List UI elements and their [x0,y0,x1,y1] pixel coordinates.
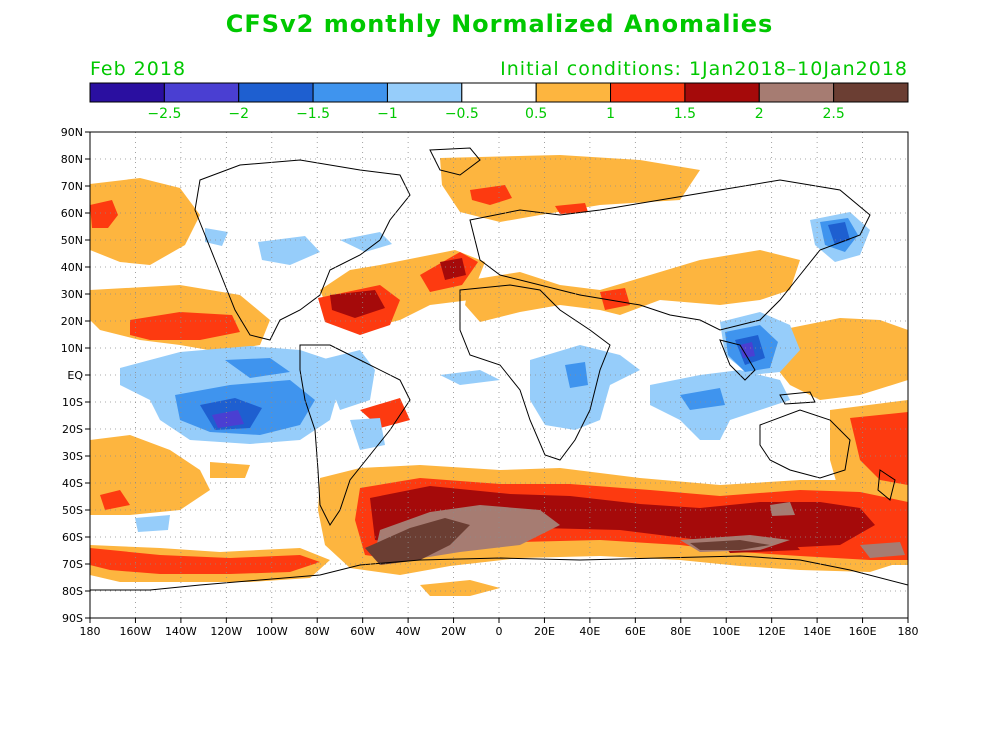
longitude-label: 20W [441,625,466,638]
latitude-label: 20S [62,423,83,436]
anomaly-fill [90,155,908,596]
latitude-label: 30N [61,288,83,301]
longitude-label: 40E [579,625,600,638]
longitude-label: 160E [849,625,877,638]
colorbar-swatch [163,82,240,103]
anomaly-band-neg-2 [212,342,755,428]
colorbar [89,82,909,103]
colorbar-label: 0.5 [525,106,547,122]
longitude-label: 120W [210,625,242,638]
colorbar-label: 1 [606,106,615,122]
longitude-label: 100W [256,625,288,638]
latitude-label: 40S [62,477,83,490]
latitude-label: 60S [62,531,83,544]
longitude-label: 100E [712,625,740,638]
colorbar-swatch [684,82,760,103]
colorbar-labels: −2.5 −2 −1.5 −1 −0.5 0.5 1 1.5 2 2.5 [147,106,844,122]
latitude-label: 80S [62,585,83,598]
latitude-label: 70N [61,180,83,193]
latitude-label: 10N [61,342,83,355]
latitude-label: 90S [62,612,83,625]
colorbar-label: −2 [228,106,249,122]
latitude-label: 30S [62,450,83,463]
colorbar-swatch [238,82,314,103]
colorbar-swatch [312,82,388,103]
colorbar-swatch [386,82,463,103]
latitude-label: 50S [62,504,83,517]
longitude-label: 20E [534,625,555,638]
colorbar-label: −1 [377,106,398,122]
anomaly-band-2-5 [365,518,770,565]
latitude-label: 20N [61,315,83,328]
longitude-label: 60E [625,625,646,638]
colorbar-label: 2.5 [823,106,845,122]
colorbar-label: −0.5 [445,106,479,122]
colorbar-swatch [461,82,537,103]
colorbar-label: −1.5 [296,106,330,122]
longitude-label: 80W [305,625,330,638]
latitude-label: 10S [62,396,83,409]
map-title: CFSv2 monthly Normalized Anomalies [225,10,774,38]
colorbar-label: −2.5 [147,106,181,122]
colorbar-swatch [89,82,165,103]
latitude-label: 50N [61,234,83,247]
longitude-label: 160W [120,625,152,638]
latitude-label: 90N [61,126,83,139]
map-panel [89,131,909,619]
latitude-label: EQ [67,369,83,382]
colorbar-swatch [833,82,909,103]
longitude-label: 140W [165,625,197,638]
longitude-label: 40W [396,625,421,638]
longitude-labels: 180 160W 140W 120W 100W 80W 60W 40W 20W 0 20E 40E 60… [80,618,919,638]
colorbar-swatch [758,82,835,103]
longitude-label: 80E [670,625,691,638]
latitude-label: 80N [61,153,83,166]
colorbar-label: 2 [755,106,764,122]
initial-conditions-label: Initial conditions: 1Jan2018–10Jan2018 [500,58,908,80]
latitude-label: 70S [62,558,83,571]
valid-month-label: Feb 2018 [90,58,187,80]
longitude-label: 140E [803,625,831,638]
colorbar-label: 1.5 [674,106,696,122]
longitude-label: 60W [350,625,375,638]
graticule [90,132,908,618]
longitude-label: 180 [80,625,101,638]
colorbar-swatch [535,82,612,103]
latitude-labels: 90N 80N 70N 60N 50N 40N 30N 20N 10N EQ 10S 20S 30S 40… [61,126,90,625]
latitude-label: 40N [61,261,83,274]
latitude-label: 60N [61,207,83,220]
longitude-label: 120E [758,625,786,638]
colorbar-swatch [610,82,686,103]
longitude-label: 0 [496,625,503,638]
longitude-label: 180 [898,625,919,638]
